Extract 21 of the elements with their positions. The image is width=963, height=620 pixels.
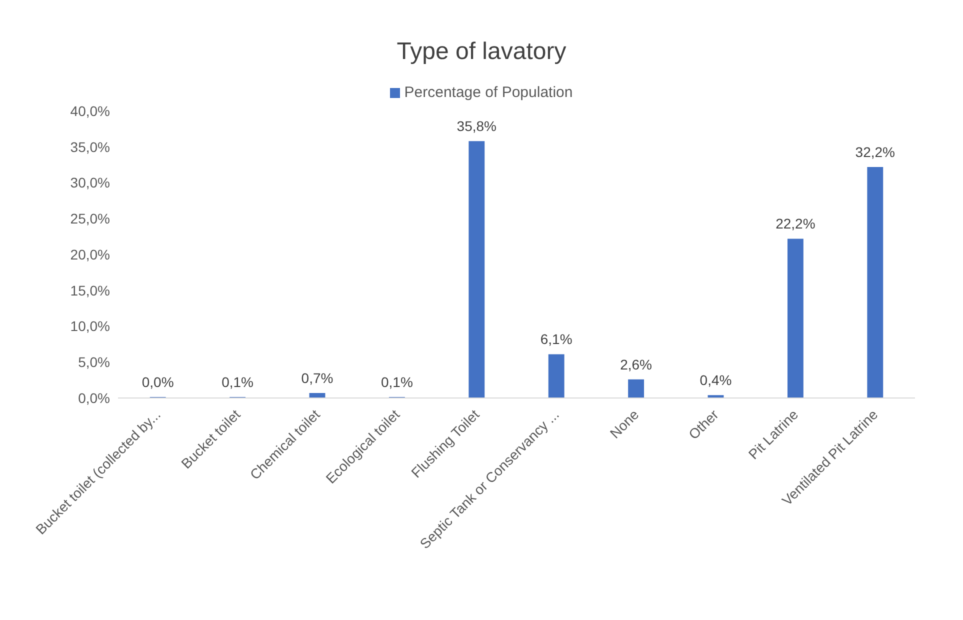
data-label: 0,7% bbox=[301, 370, 334, 386]
y-tick-label: 30,0% bbox=[70, 174, 110, 191]
y-tick-label: 15,0% bbox=[70, 282, 110, 298]
data-label: 22,2% bbox=[776, 216, 816, 232]
y-tick-label: 0,0% bbox=[78, 390, 110, 406]
legend-label: Percentage of Population bbox=[404, 84, 573, 101]
y-tick-label: 25,0% bbox=[70, 210, 110, 227]
y-tick-label: 20,0% bbox=[70, 246, 110, 262]
chart-title: Type of lavatory bbox=[396, 37, 568, 67]
y-tick-label: 10,0% bbox=[70, 318, 110, 334]
data-label: 0,0% bbox=[142, 374, 174, 390]
data-label: 32,2% bbox=[855, 144, 895, 160]
data-label: 6,1% bbox=[540, 331, 572, 348]
data-label: 2,6% bbox=[620, 356, 652, 372]
data-label: 0,4% bbox=[700, 372, 732, 388]
data-label: 35,8% bbox=[456, 118, 496, 134]
data-label: 0,1% bbox=[380, 374, 413, 390]
data-label: 0,1% bbox=[222, 374, 254, 390]
y-tick-label: 40,0% bbox=[70, 102, 110, 119]
y-tick-label: 35,0% bbox=[70, 138, 110, 155]
y-tick-label: 5,0% bbox=[78, 354, 110, 370]
